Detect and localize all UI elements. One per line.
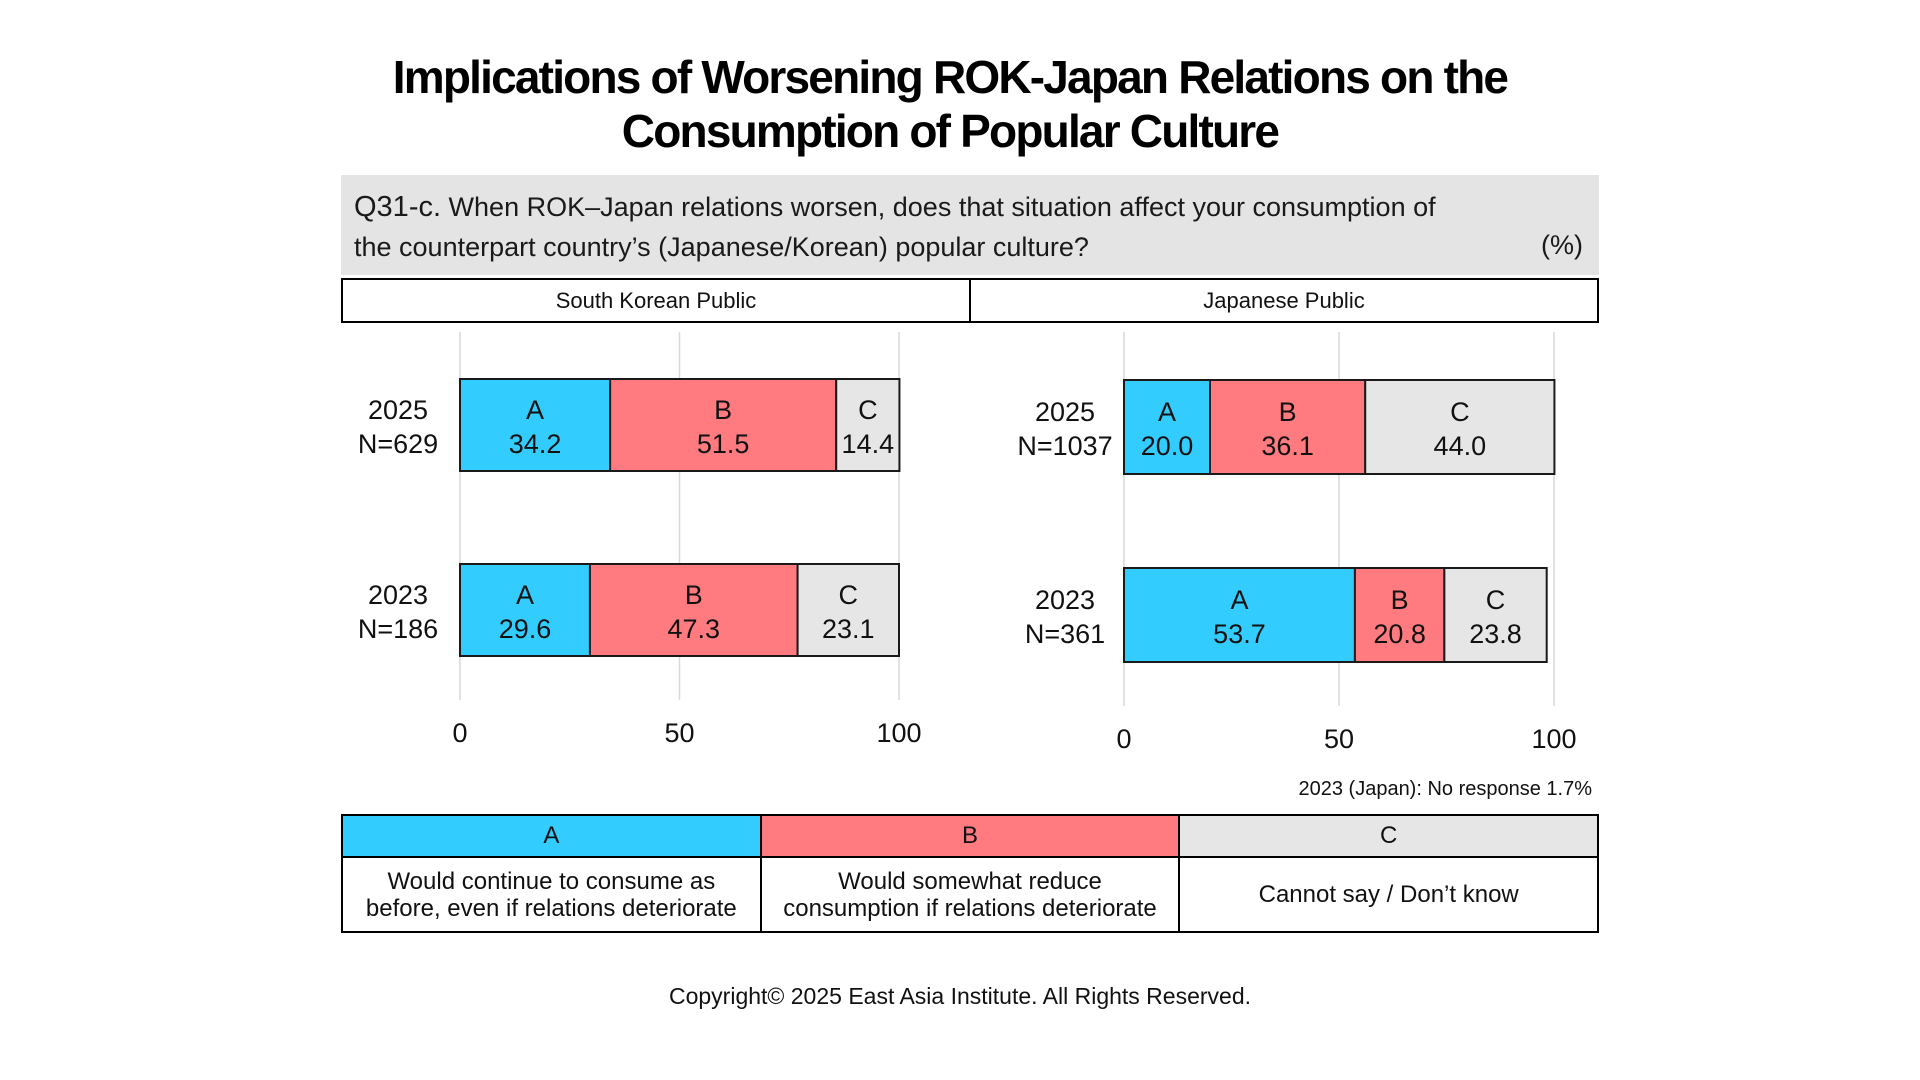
segment-key-label-p0-r1-C: C [839, 580, 859, 610]
segment-value-label-p0-r0-B: 51.5 [697, 429, 750, 459]
question-text-2: the counterpart country’s (Japanese/Kore… [354, 232, 1089, 262]
segment-value-label-p0-r1-A: 29.6 [499, 614, 552, 644]
segment-key-label-p0-r0-A: A [526, 395, 544, 425]
footnote: 2023 (Japan): No response 1.7% [1298, 778, 1592, 800]
segment-key-label-p1-r0-B: B [1279, 397, 1297, 427]
title-line-2: Consumption of Popular Culture [621, 105, 1280, 157]
bar-segment-p0-r0-A [459, 378, 612, 472]
segment-value-label-p0-r0-A: 34.2 [509, 429, 562, 459]
x-tick-label-p1-0: 0 [1116, 724, 1131, 754]
bar-segment-p0-r1-C [796, 563, 900, 657]
segment-value-label-p1-r0-B: 36.1 [1261, 431, 1314, 461]
legend-col-c: C Cannot say / Don’t know [1178, 816, 1598, 931]
segment-value-label-p0-r1-B: 47.3 [667, 614, 720, 644]
row-label-year-p1-1: 2023 [1035, 585, 1095, 615]
row-label-n-p0-1: N=186 [358, 614, 438, 644]
segment-key-label-p0-r1-A: A [516, 580, 534, 610]
bar-segment-p1-r1-B [1353, 567, 1446, 663]
bar-segment-p1-r0-B [1209, 379, 1367, 475]
panel-header-japan: Japanese Public [969, 280, 1597, 321]
segment-key-label-p1-r1-C: C [1486, 585, 1506, 615]
panel-header-korea: South Korean Public [555, 287, 757, 313]
segment-key-label-p1-r0-A: A [1158, 397, 1176, 427]
segment-key-label-p1-r1-A: A [1230, 585, 1248, 615]
x-tick-label-p0-2: 100 [876, 718, 921, 748]
segment-value-label-p1-r1-A: 53.7 [1213, 619, 1266, 649]
copyright: Copyright© 2025 East Asia Institute. All… [668, 983, 1252, 1009]
bar-segment-p1-r0-C [1364, 379, 1556, 475]
bar-segment-p0-r0-C [835, 378, 901, 472]
legend-desc-c-line-1: Cannot say / Don’t know [1258, 881, 1519, 908]
x-tick-label-p1-2: 100 [1531, 724, 1576, 754]
chart-title: Implications of Worsening ROK-Japan Rela… [340, 50, 1560, 158]
bar-segment-p1-r1-A [1123, 567, 1356, 663]
legend-table: A Would continue to consume as before, ev… [341, 814, 1599, 933]
segment-value-label-p0-r0-C: 14.4 [842, 429, 895, 459]
question-number: Q31-c. [354, 191, 442, 223]
segment-value-label-p0-r1-C: 23.1 [822, 614, 875, 644]
bar-segment-p0-r1-A [459, 563, 591, 657]
row-label-n-p0-0: N=629 [358, 429, 438, 459]
x-tick-label-p1-1: 50 [1324, 724, 1354, 754]
legend-col-b: B Would somewhat reduce consumption if re… [759, 816, 1179, 931]
segment-value-label-p1-r0-C: 44.0 [1434, 431, 1487, 461]
legend-desc-b-line-1: Would somewhat reduce [838, 867, 1102, 895]
x-tick-label-p0-0: 0 [452, 718, 467, 748]
x-tick-label-p0-1: 50 [664, 718, 694, 748]
row-label-year-p1-0: 2025 [1035, 397, 1095, 427]
segment-value-label-p1-r0-A: 20.0 [1141, 431, 1194, 461]
panel-header: South Korean Public Japanese Public [341, 278, 1599, 323]
segment-key-label-p1-r0-C: C [1450, 397, 1470, 427]
segment-value-label-p1-r1-B: 20.8 [1373, 619, 1426, 649]
segment-key-label-p0-r0-B: B [714, 395, 732, 425]
segment-key-label-p1-r1-B: B [1391, 585, 1409, 615]
legend-col-a: A Would continue to consume as before, ev… [343, 816, 760, 931]
legend-desc-b: Would somewhat reduce consumption if rela… [762, 858, 1179, 931]
legend-desc-a-line-1: Would continue to consume as [387, 867, 716, 895]
question-text-1: When ROK–Japan relations worsen, does th… [448, 192, 1436, 222]
legend-desc-a-line-2: before, even if relations deteriorate [365, 894, 737, 922]
charts-svg: 0 50 100 2025 N=629 A 34.2 B 51.5 C 14.4 2023 N=186 A… [358, 332, 1577, 754]
legend-key-b: B [761, 816, 1179, 858]
row-label-year-p0-1: 2023 [368, 580, 428, 610]
legend-key-a: A [343, 816, 760, 858]
bar-segment-p0-r1-B [588, 563, 799, 657]
legend-desc-c: Cannot say / Don’t know [1180, 858, 1597, 931]
unit-label: (%) [1541, 230, 1583, 260]
question-box: Q31-c. When ROK–Japan relations worsen, … [341, 175, 1599, 275]
segment-key-label-p0-r1-B: B [685, 580, 703, 610]
title-line-1: Implications of Worsening ROK-Japan Rela… [392, 51, 1509, 103]
question-line-1: Q31-c. When ROK–Japan relations worsen, … [354, 187, 1489, 227]
row-label-n-p1-1: N=361 [1025, 619, 1105, 649]
row-label-n-p1-0: N=1037 [1017, 431, 1112, 461]
bar-segment-p0-r0-B [609, 378, 838, 472]
legend-desc-a: Would continue to consume as before, even… [343, 858, 760, 931]
row-label-year-p0-0: 2025 [368, 395, 428, 425]
bar-segment-p1-r1-C [1443, 567, 1548, 663]
segment-key-label-p0-r0-C: C [858, 395, 878, 425]
legend-key-c: C [1180, 816, 1598, 858]
segment-value-label-p1-r1-C: 23.8 [1469, 619, 1522, 649]
legend-desc-b-line-2: consumption if relations deteriorate [783, 894, 1157, 922]
